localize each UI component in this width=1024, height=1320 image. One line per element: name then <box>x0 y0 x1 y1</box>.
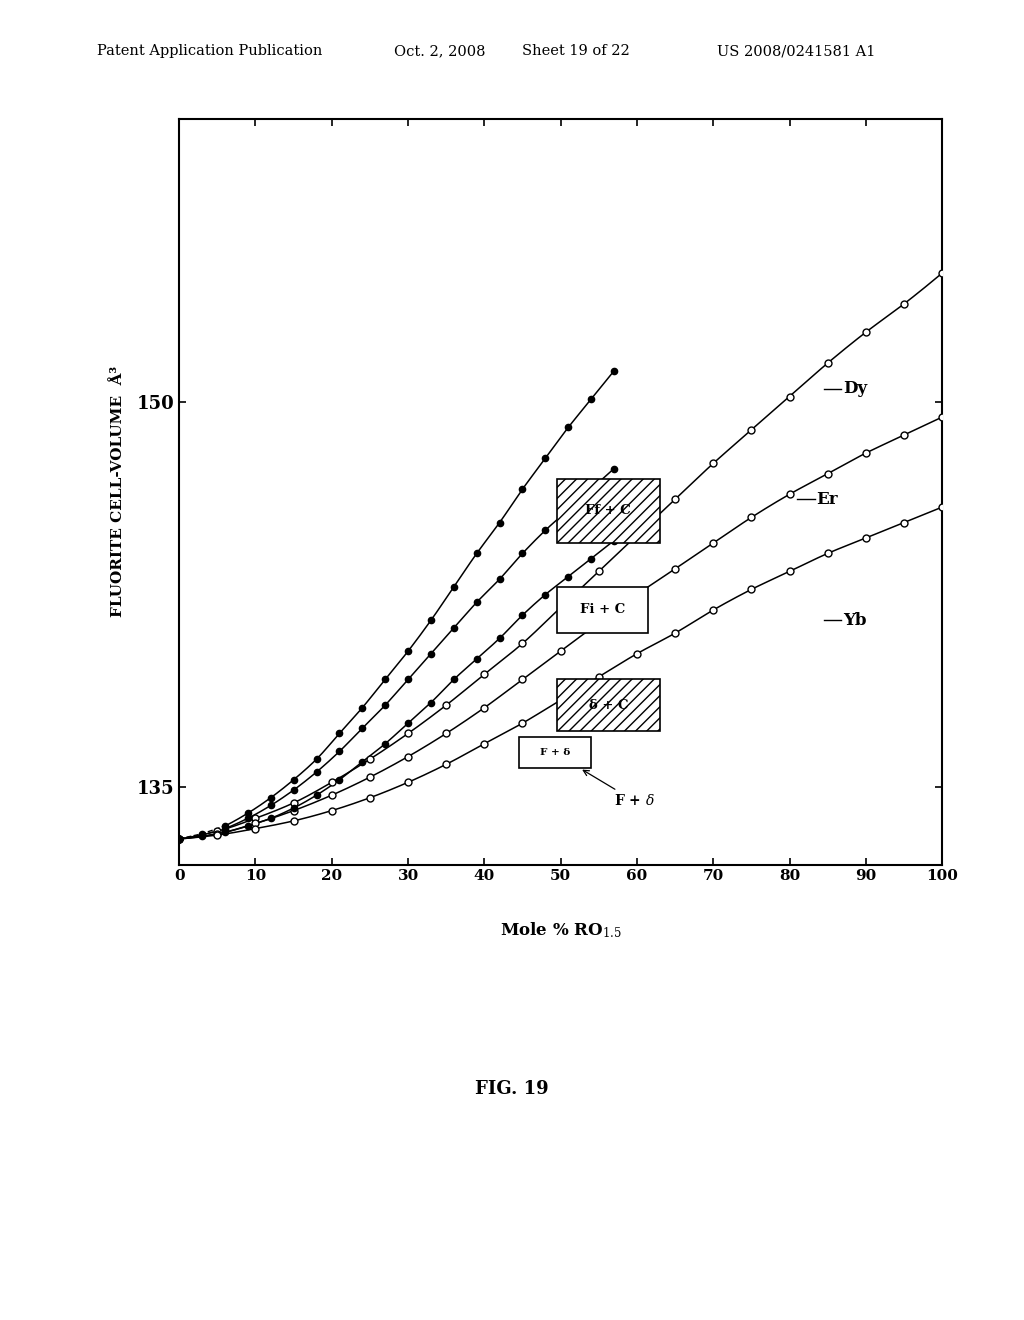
Bar <box>557 680 659 731</box>
Text: Patent Application Publication: Patent Application Publication <box>97 44 323 58</box>
Text: US 2008/0241581 A1: US 2008/0241581 A1 <box>717 44 876 58</box>
Bar <box>519 738 591 768</box>
Text: FIG. 19: FIG. 19 <box>475 1080 549 1098</box>
Text: F + δ: F + δ <box>540 748 570 758</box>
Bar <box>557 479 659 543</box>
Text: Oct. 2, 2008: Oct. 2, 2008 <box>394 44 485 58</box>
Text: Fi + C: Fi + C <box>580 603 626 616</box>
Text: Dy: Dy <box>843 380 867 397</box>
Text: Yb: Yb <box>843 611 866 628</box>
Text: Ff + C: Ff + C <box>586 504 631 517</box>
Text: Mole % RO$_{1.5}$: Mole % RO$_{1.5}$ <box>500 920 622 940</box>
Bar <box>557 587 648 634</box>
Text: δ + C: δ + C <box>589 698 628 711</box>
Text: Er: Er <box>816 491 838 508</box>
Text: F + $\delta$: F + $\delta$ <box>584 771 655 808</box>
Y-axis label: FLUORITE CELL-VOLUME  Å³: FLUORITE CELL-VOLUME Å³ <box>112 366 126 618</box>
Text: Sheet 19 of 22: Sheet 19 of 22 <box>522 44 630 58</box>
